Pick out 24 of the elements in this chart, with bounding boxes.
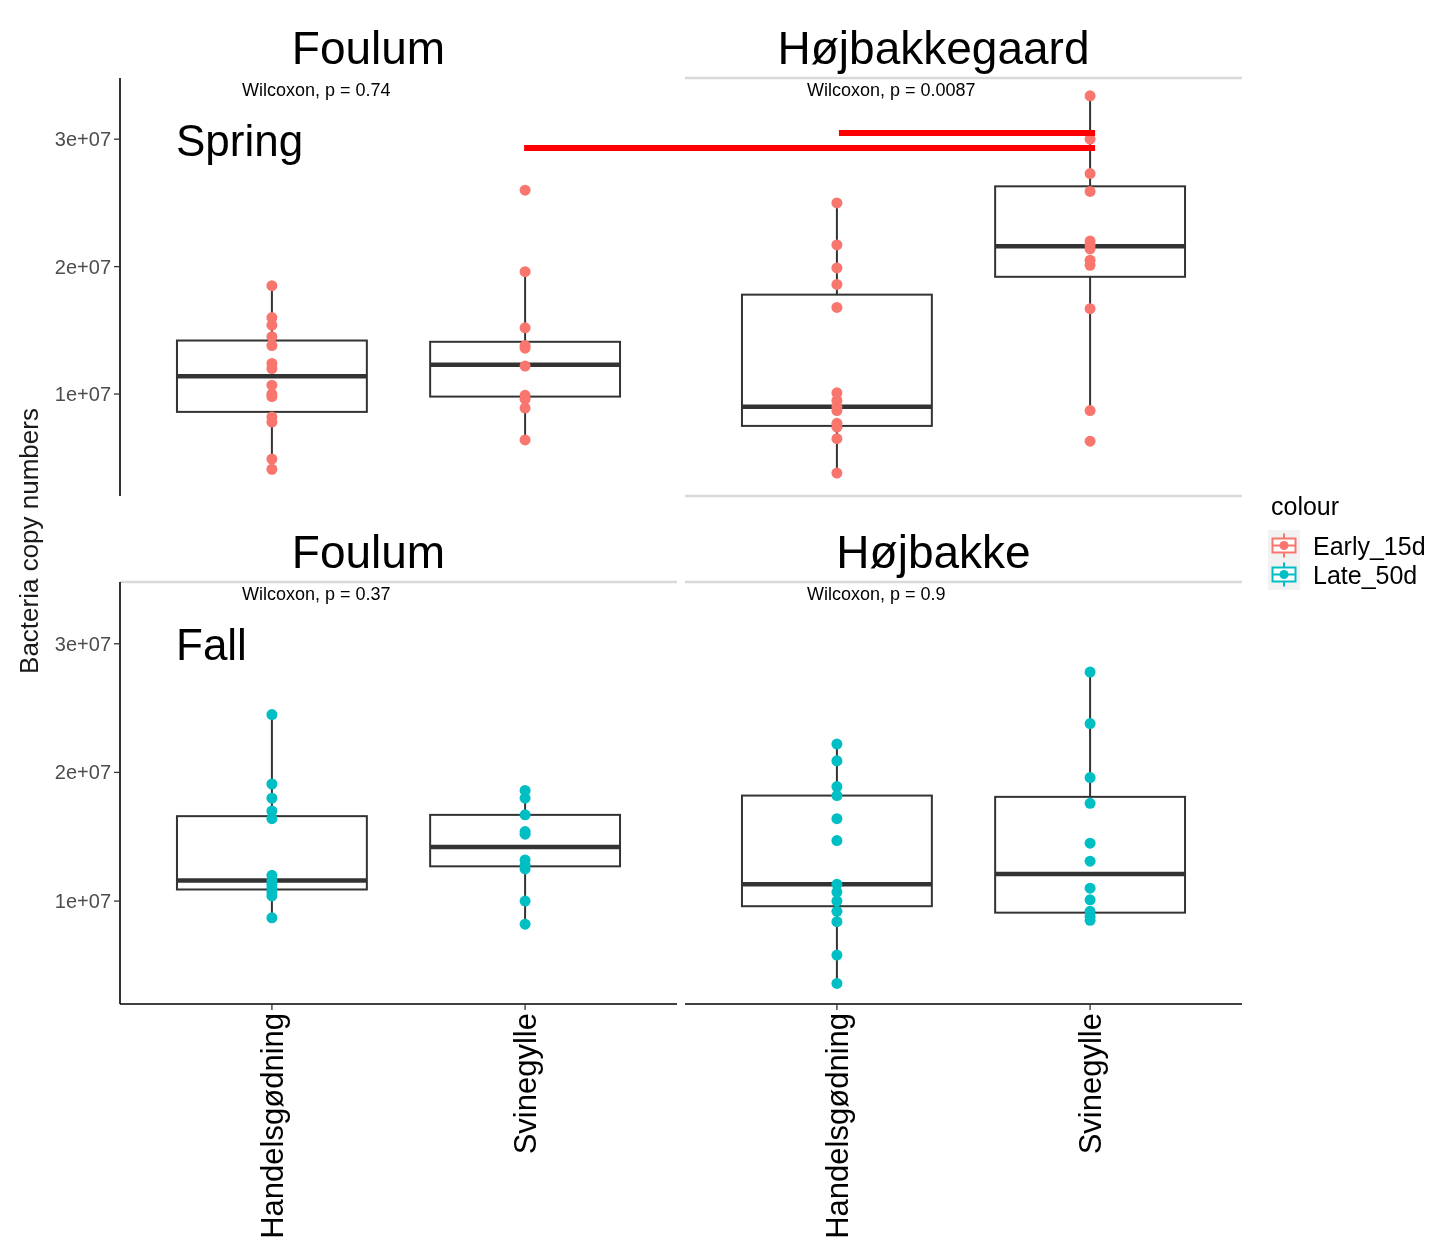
chart-title: Højbakke — [836, 526, 1031, 578]
y-tick-label: 3e+07 — [54, 632, 111, 655]
legend-label: Early_15d — [1313, 531, 1426, 560]
y-tick-label: 1e+07 — [54, 383, 111, 406]
x-tick-label: Svinegylle — [1072, 1013, 1108, 1155]
x-tick-label: Handelsgødning — [254, 1013, 290, 1239]
annotation: Wilcoxon, p = 0.0087 — [807, 80, 976, 100]
y-tick-label: 2e+07 — [54, 255, 111, 278]
text: Spring — [176, 116, 304, 165]
legend-label: Late_50d — [1313, 560, 1418, 589]
legend-title: colour — [1271, 492, 1340, 520]
chart-title: Foulum — [291, 526, 446, 578]
chart-title: Foulum — [291, 22, 446, 74]
y-tick-label: 2e+07 — [54, 761, 111, 784]
annotation: Wilcoxon, p = 0.9 — [807, 584, 946, 604]
annotation: Wilcoxon, p = 0.74 — [242, 80, 391, 100]
text: Fall — [176, 620, 247, 669]
y-tick-label: 3e+07 — [54, 128, 111, 151]
x-tick-label: Handelsgødning — [819, 1013, 855, 1239]
y-axis-title: Bacteria copy numbers — [14, 408, 44, 674]
y-tick-label: 1e+07 — [54, 890, 111, 913]
chart-title: Højbakkegaard — [777, 22, 1090, 74]
x-tick-label: Svinegylle — [507, 1013, 543, 1155]
annotation: Wilcoxon, p = 0.37 — [242, 584, 391, 604]
